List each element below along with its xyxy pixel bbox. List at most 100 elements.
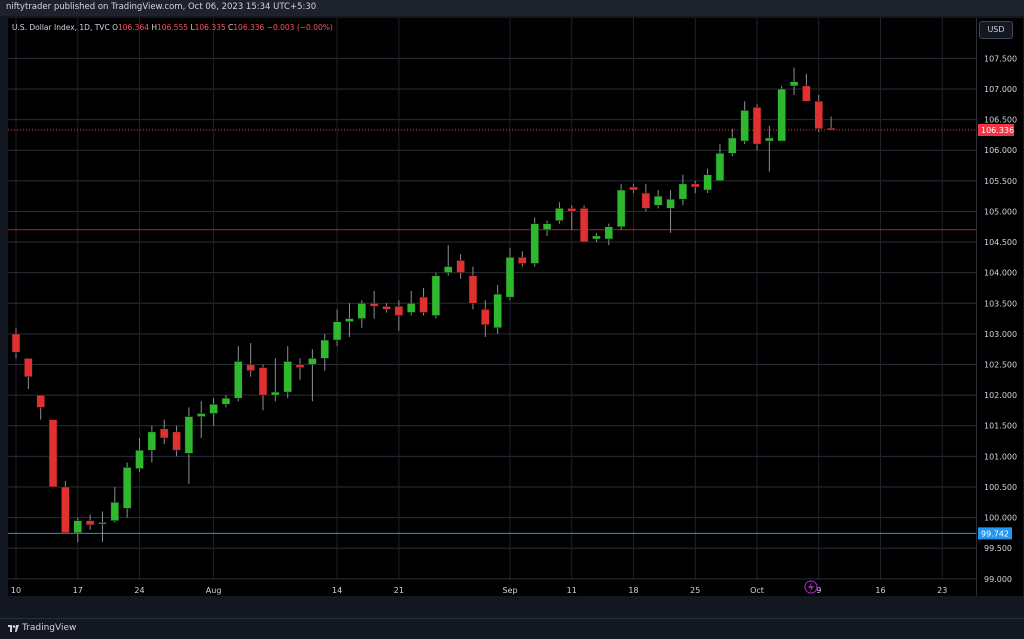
time-tick-label: 21 (394, 586, 404, 595)
candle[interactable] (320, 333, 329, 371)
time-tick-label: 24 (134, 586, 144, 595)
tradingview-logo-icon (8, 625, 19, 632)
price-tick-label: 104.000 (984, 269, 1017, 278)
candle[interactable] (197, 401, 206, 438)
candle-body-down (11, 333, 21, 353)
candle-body-up (678, 183, 688, 200)
candle[interactable] (641, 183, 651, 212)
candle[interactable] (530, 217, 539, 267)
candle[interactable] (332, 309, 342, 347)
chart-area[interactable]: 10 17 24 Aug 14 21 Sep 11 18 25 Oct 9 16 23 (8, 18, 976, 596)
candle[interactable] (740, 101, 749, 145)
candle[interactable] (159, 419, 169, 445)
candle[interactable] (295, 358, 305, 380)
candle[interactable] (209, 398, 218, 426)
candle-body-down (826, 127, 836, 131)
candle[interactable] (61, 480, 70, 534)
candle[interactable] (246, 343, 255, 377)
candlestick-chart[interactable]: 10 17 24 Aug 14 21 Sep 11 18 25 Oct 9 16 23 (8, 18, 976, 596)
candle[interactable] (629, 183, 638, 194)
candle-body-up (320, 339, 329, 359)
candle[interactable] (308, 349, 317, 402)
candle[interactable] (382, 303, 391, 313)
candle-body-up (221, 397, 231, 405)
candle[interactable] (394, 300, 404, 331)
candle-body-up (431, 275, 441, 316)
published-info: niftytrader published on TradingView.com… (6, 2, 317, 12)
candle[interactable] (715, 144, 725, 182)
candle[interactable] (777, 85, 786, 142)
candle[interactable] (604, 223, 614, 246)
candle[interactable] (73, 517, 82, 543)
price-axis[interactable]: 99.000 99.500 100.000 100.500 101.000 101.500… (976, 18, 1023, 596)
candle[interactable] (468, 266, 478, 310)
candle[interactable] (616, 183, 626, 230)
candle[interactable] (11, 327, 21, 359)
candle[interactable] (592, 232, 601, 243)
candle[interactable] (369, 291, 379, 319)
price-tick-label: 99.500 (984, 544, 1012, 553)
candle[interactable] (406, 291, 416, 316)
candle-body-down (24, 358, 33, 378)
lightning-icon[interactable] (804, 580, 818, 594)
candle[interactable] (147, 425, 157, 463)
candle-body-down (172, 431, 181, 451)
last-price-label: 106.336 (981, 126, 1014, 135)
candle[interactable] (579, 205, 589, 243)
candle[interactable] (678, 174, 688, 206)
candle[interactable] (345, 303, 354, 337)
candle-body-up (666, 198, 675, 209)
candle-body-down (691, 183, 700, 188)
candle[interactable] (24, 358, 33, 390)
price-tick-label: 103.000 (984, 330, 1017, 339)
candle[interactable] (258, 364, 268, 411)
candle[interactable] (505, 248, 515, 301)
candle[interactable] (814, 95, 823, 132)
candle[interactable] (555, 202, 564, 224)
price-tick-label: 105.500 (984, 177, 1017, 186)
candle[interactable] (172, 425, 181, 457)
candle-body-up (345, 318, 354, 322)
candle-body-up (493, 293, 502, 329)
candle[interactable] (444, 245, 453, 276)
close-value: 106.336 (233, 23, 265, 32)
candle[interactable] (419, 287, 428, 316)
candle[interactable] (567, 205, 576, 230)
candle-body-up (789, 81, 799, 87)
candle[interactable] (135, 437, 144, 472)
candle[interactable] (98, 511, 107, 543)
candle[interactable] (271, 358, 280, 402)
low-label: L (190, 23, 195, 32)
candle-body-down (419, 296, 428, 313)
candle[interactable] (36, 394, 45, 420)
candle[interactable] (789, 67, 799, 96)
candle[interactable] (456, 254, 465, 279)
candle[interactable] (110, 486, 120, 523)
candle[interactable] (703, 168, 712, 194)
price-tick-label: 106.000 (984, 146, 1017, 155)
candle[interactable] (431, 272, 441, 319)
candle[interactable] (283, 346, 292, 399)
candle[interactable] (752, 104, 762, 151)
candle[interactable] (85, 514, 95, 530)
candle-body-down (394, 306, 404, 316)
candle[interactable] (728, 128, 737, 157)
currency-button[interactable]: USD (979, 21, 1013, 39)
candle[interactable] (184, 407, 194, 484)
candle[interactable] (122, 462, 132, 518)
candle[interactable] (765, 125, 774, 172)
candle[interactable] (542, 220, 552, 236)
candle-body-up (777, 88, 786, 142)
candle[interactable] (357, 300, 367, 328)
candle[interactable] (48, 419, 58, 488)
candle[interactable] (802, 73, 811, 102)
candle[interactable] (666, 190, 675, 233)
candle[interactable] (691, 180, 700, 194)
candle[interactable] (221, 395, 231, 408)
candle[interactable] (826, 116, 836, 131)
candle[interactable] (234, 346, 243, 402)
candle[interactable] (481, 300, 490, 337)
candle[interactable] (493, 284, 502, 334)
candle[interactable] (653, 190, 663, 209)
candle[interactable] (518, 251, 527, 267)
